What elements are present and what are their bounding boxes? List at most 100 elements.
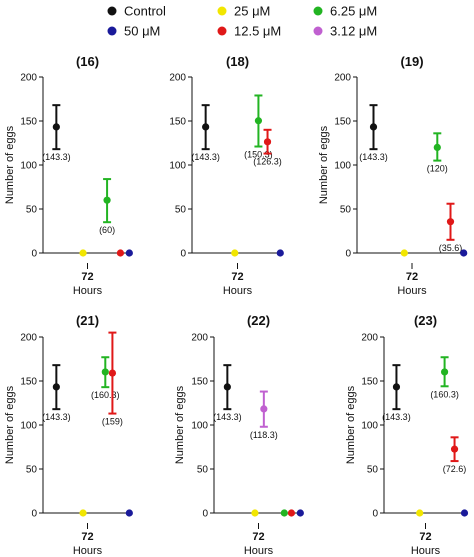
legend-label: Control xyxy=(124,4,166,19)
data-point-group: (143.3) xyxy=(191,104,220,162)
legend-item: 3.12 μM xyxy=(313,24,377,39)
data-point-group: (143.3) xyxy=(213,364,242,422)
data-point-group xyxy=(79,509,87,517)
legend-item: 50 μM xyxy=(107,24,160,39)
legend-marker xyxy=(107,6,117,16)
legend-label: 50 μM xyxy=(124,24,160,39)
data-point xyxy=(276,249,284,257)
data-point-group: (143.3) xyxy=(42,364,71,422)
y-tick-label: 0 xyxy=(31,509,37,520)
y-tick-label: 200 xyxy=(20,333,37,344)
data-point xyxy=(460,249,468,257)
y-tick-label: 50 xyxy=(367,465,379,476)
legend-label: 25 μM xyxy=(234,4,270,19)
data-point xyxy=(125,249,133,257)
x-category-label: 72 xyxy=(252,531,264,543)
legend-item: 6.25 μM xyxy=(313,4,377,19)
y-tick-label: 0 xyxy=(180,249,186,260)
y-tick-label: 200 xyxy=(169,73,186,84)
panel-title: (18) xyxy=(226,54,249,69)
legend-marker xyxy=(217,26,227,36)
data-point-group xyxy=(460,249,468,257)
legend-marker xyxy=(107,26,117,36)
data-point-group xyxy=(231,249,239,257)
y-tick-label: 50 xyxy=(26,465,38,476)
data-point xyxy=(52,383,60,391)
legend-marker xyxy=(313,26,323,36)
x-category-label: 72 xyxy=(231,271,243,283)
data-label: (159) xyxy=(102,417,123,427)
data-point-group: (60) xyxy=(99,178,115,235)
y-tick-label: 200 xyxy=(191,333,208,344)
chart-panel: (19) 0 50 100 150 200 Number of eggs 72 Hours (14… xyxy=(318,54,468,297)
x-category-label: 72 xyxy=(419,531,431,543)
y-tick-label: 150 xyxy=(20,117,37,128)
data-point-group xyxy=(116,249,125,257)
legend-label: 12.5 μM xyxy=(234,24,281,39)
y-tick-label: 50 xyxy=(340,205,352,216)
data-point-group xyxy=(280,509,288,517)
data-label: (143.3) xyxy=(359,152,388,162)
legend-item: Control xyxy=(107,4,166,19)
data-point xyxy=(296,509,304,517)
data-point xyxy=(392,383,401,391)
data-point-group: (126.3) xyxy=(253,128,282,167)
data-point xyxy=(460,509,469,517)
data-label: (150.3) xyxy=(244,150,273,160)
y-tick-label: 200 xyxy=(20,73,37,84)
data-point xyxy=(231,249,239,257)
y-tick-label: 150 xyxy=(334,117,351,128)
x-axis-label: Hours xyxy=(73,545,103,557)
data-label: (143.3) xyxy=(191,152,220,162)
data-point xyxy=(263,138,272,146)
y-axis-label: Number of eggs xyxy=(318,125,330,204)
legend-marker xyxy=(313,6,323,16)
data-point-group xyxy=(287,509,296,517)
y-axis-label: Number of eggs xyxy=(4,385,16,464)
data-point xyxy=(101,368,109,376)
data-label: (143.3) xyxy=(42,152,71,162)
y-tick-label: 100 xyxy=(334,161,351,172)
data-point xyxy=(108,369,117,377)
data-point xyxy=(116,249,125,257)
data-point xyxy=(125,509,133,517)
data-label: (143.3) xyxy=(382,412,411,422)
x-axis-label: Hours xyxy=(73,285,103,297)
data-point-group xyxy=(296,509,304,517)
panel-title: (23) xyxy=(414,313,437,328)
chart-panel: (22) 0 50 100 150 200 Number of eggs 72 Hours (14… xyxy=(174,313,304,557)
legend-label: 3.12 μM xyxy=(330,24,377,39)
data-label: (160.3) xyxy=(430,389,459,399)
data-point xyxy=(260,405,268,413)
panel-title: (21) xyxy=(76,313,99,328)
data-point-group: (35.6) xyxy=(439,202,463,253)
x-axis-label: Hours xyxy=(397,285,427,297)
chart-panel: (23) 0 50 100 150 200 Number of eggs 72 Hours (14… xyxy=(345,313,469,557)
chart-panel: (16) 0 50 100 150 200 Number of eggs 72 Hours (14… xyxy=(4,54,133,297)
data-point xyxy=(202,123,210,131)
data-point xyxy=(450,445,459,453)
y-tick-label: 0 xyxy=(345,249,351,260)
data-point xyxy=(400,249,408,257)
y-tick-label: 0 xyxy=(202,509,208,520)
x-category-label: 72 xyxy=(406,271,418,283)
legend-marker xyxy=(217,6,227,16)
x-axis-label: Hours xyxy=(244,545,274,557)
data-point xyxy=(287,509,296,517)
data-label: (35.6) xyxy=(439,243,463,253)
data-point xyxy=(416,509,424,517)
y-tick-label: 200 xyxy=(334,73,351,84)
data-point xyxy=(440,368,449,376)
data-label: (72.6) xyxy=(443,464,467,474)
data-point xyxy=(433,143,441,151)
data-label: (118.3) xyxy=(250,430,278,440)
panels: (16) 0 50 100 150 200 Number of eggs 72 Hours (14… xyxy=(4,54,469,557)
y-tick-label: 50 xyxy=(175,205,187,216)
data-point xyxy=(52,123,60,131)
data-label: (126.3) xyxy=(253,157,282,167)
data-point-group: (159) xyxy=(102,331,123,427)
data-point-group: (72.6) xyxy=(443,436,467,474)
data-point-group xyxy=(276,249,284,257)
data-label: (120) xyxy=(427,164,448,174)
